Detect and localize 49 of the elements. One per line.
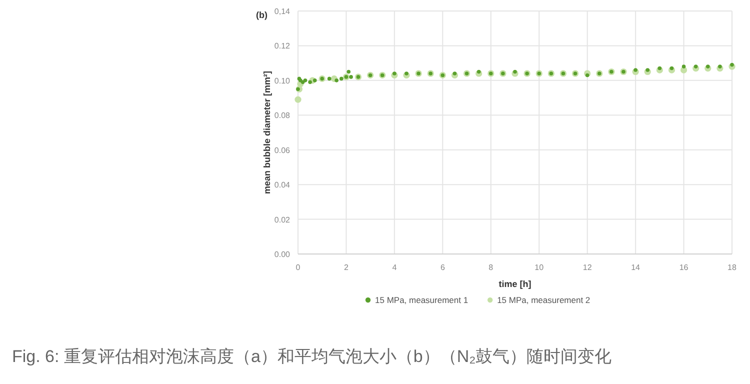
point — [634, 68, 638, 72]
y-tick-label: 0.04 — [274, 180, 291, 190]
y-tick-label: 0.10 — [274, 76, 291, 86]
point — [452, 72, 457, 76]
x-tick-label: 2 — [344, 263, 349, 272]
x-tick-label: 8 — [488, 263, 494, 272]
point — [585, 73, 590, 78]
x-tick-label: 6 — [440, 263, 446, 272]
point — [303, 78, 308, 82]
point — [312, 78, 317, 82]
caption: Fig. 6: 重复评估相对泡沫高度（a）和平均气泡大小（b）（N₂鼓气）随时间变化 — [12, 346, 612, 368]
point — [346, 70, 351, 74]
point — [334, 78, 338, 82]
y-tick-label: 0.06 — [274, 146, 291, 155]
x-axis-title: time [h] — [498, 279, 532, 289]
point — [718, 64, 722, 68]
point — [694, 64, 698, 68]
x-tick-label: 14 — [631, 263, 641, 272]
x-tick-label: 12 — [582, 263, 592, 272]
point — [404, 72, 408, 76]
text: (b) — [256, 10, 268, 20]
point — [658, 66, 662, 70]
point — [308, 80, 312, 84]
x-tick-label: 16 — [679, 263, 689, 272]
x-tick-label: 18 — [728, 263, 737, 272]
point — [646, 68, 650, 72]
legend-label: 15 MPa, measurement 2 — [497, 295, 590, 305]
legend-label: 15 MPa, measurement 1 — [375, 295, 468, 305]
point — [513, 70, 517, 74]
x-tick-label: 10 — [534, 263, 544, 272]
y-tick-label: 0.12 — [274, 42, 291, 51]
point — [349, 75, 353, 79]
point — [476, 70, 481, 74]
point — [327, 76, 332, 81]
y-tick-label: 0,14 — [274, 7, 291, 16]
y-tick-label: 0.00 — [274, 250, 291, 259]
point — [682, 64, 686, 68]
x-tick-label: 0 — [296, 263, 301, 272]
point — [294, 96, 302, 103]
y-tick-label: 0.08 — [274, 111, 291, 120]
point — [670, 66, 674, 70]
y-tick-label: 0.02 — [274, 215, 291, 224]
point — [296, 87, 300, 92]
x-tick-label: 4 — [392, 263, 398, 272]
point — [392, 72, 396, 76]
y-axis-title: mean bubble diameter [mm²] — [262, 70, 272, 194]
point — [706, 64, 710, 68]
point — [340, 76, 344, 81]
point — [730, 62, 734, 67]
